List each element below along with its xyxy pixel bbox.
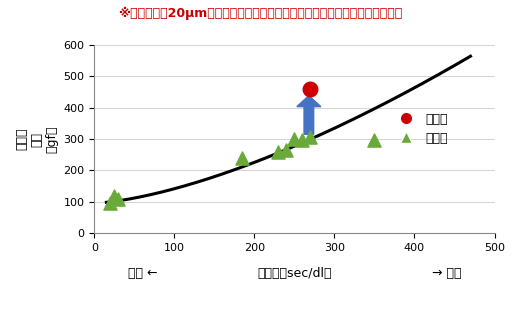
Text: 透気性（sec/dl）: 透気性（sec/dl） — [257, 267, 332, 280]
Legend: 開発品, 従来品: 開発品, 従来品 — [389, 108, 452, 150]
Text: 高い ←: 高い ← — [128, 267, 157, 280]
Point — [114, 196, 123, 201]
Point — [274, 150, 282, 155]
Point — [306, 87, 315, 92]
Point — [110, 193, 119, 198]
Y-axis label: 突刺し
強度
（gf）: 突刺し 強度 （gf） — [15, 125, 58, 153]
Point — [238, 156, 246, 161]
Point — [290, 137, 298, 142]
Point — [282, 147, 291, 153]
Point — [306, 135, 315, 140]
Text: → 低い: → 低い — [432, 267, 461, 280]
FancyArrow shape — [297, 96, 321, 134]
Point — [106, 201, 114, 206]
Point — [298, 138, 307, 143]
Text: ※同じ厚み（20μm）のフィルムでは、透気性が高い程突刺し強度は低くなる: ※同じ厚み（20μm）のフィルムでは、透気性が高い程突刺し強度は低くなる — [118, 6, 402, 20]
Point — [370, 137, 379, 142]
